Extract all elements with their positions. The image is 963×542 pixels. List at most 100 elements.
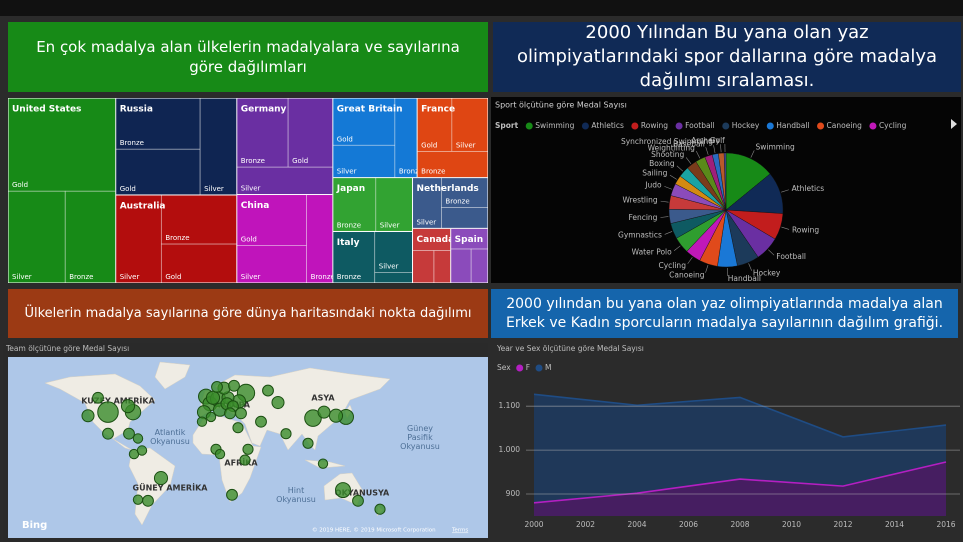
treemap-cell bbox=[374, 231, 413, 273]
bubble bbox=[226, 488, 238, 501]
legend-swatch bbox=[516, 364, 524, 372]
legend-title: Sport bbox=[495, 121, 519, 130]
bubble bbox=[242, 443, 254, 455]
treemap-cell bbox=[412, 250, 435, 283]
pie-slice bbox=[723, 152, 727, 211]
treemap-cell bbox=[332, 177, 377, 232]
treemap-cell-label: Silver bbox=[379, 262, 399, 270]
legend-label: Athletics bbox=[591, 121, 624, 130]
legend-label: Canoeing bbox=[827, 121, 863, 130]
bubble bbox=[92, 391, 104, 404]
treemap-cell-label: Gold bbox=[292, 157, 308, 165]
treemap-cell bbox=[470, 248, 488, 283]
continent-label: GÜNEY AMERİKA bbox=[133, 483, 209, 493]
slice-label: Hockey bbox=[753, 269, 781, 278]
treemap-cell-label: Bronze bbox=[399, 168, 423, 176]
leader-line bbox=[720, 144, 722, 153]
pie-slice bbox=[725, 152, 771, 211]
leader-line bbox=[669, 174, 677, 180]
treemap-cell bbox=[394, 98, 418, 178]
bubble bbox=[97, 401, 119, 423]
leader-line bbox=[695, 150, 701, 159]
bubble bbox=[232, 422, 244, 434]
treemap-country-label: Russia bbox=[120, 105, 153, 115]
y-tick-label: 1.000 bbox=[499, 445, 521, 454]
top-bar bbox=[0, 0, 963, 16]
map-logo: Bing bbox=[22, 520, 47, 531]
legend-label: Rowing bbox=[641, 121, 668, 130]
legend-label: Cycling bbox=[879, 121, 907, 130]
slice-label: Boxing bbox=[649, 159, 675, 168]
slice-label: Sailing bbox=[642, 169, 667, 178]
bubble bbox=[132, 494, 144, 505]
leader-line bbox=[781, 189, 789, 193]
treemap-cell-label: Gold bbox=[120, 185, 136, 193]
bubble bbox=[153, 471, 169, 486]
leader-line bbox=[713, 145, 716, 154]
bubble bbox=[262, 384, 274, 397]
leader-line bbox=[687, 257, 693, 264]
leader-line bbox=[664, 231, 673, 235]
slice-label: Archery bbox=[691, 136, 721, 145]
legend-swatch bbox=[581, 122, 589, 130]
slice-label: Wrestling bbox=[622, 196, 657, 205]
slice-label: Fencing bbox=[628, 213, 657, 222]
header: 2000 Yılından Bu yana olan yaz olimpiyat… bbox=[493, 22, 961, 92]
treemap-cell-label: Gold bbox=[421, 141, 437, 149]
chart-title: Year ve Sex ölçütüne göre Medal Sayısı bbox=[496, 344, 644, 353]
slice-label: Swimming bbox=[756, 143, 795, 152]
bubble bbox=[102, 427, 114, 440]
slice-label: Rowing bbox=[792, 225, 819, 234]
x-tick-label: 2006 bbox=[679, 520, 698, 529]
treemap-country-label: France bbox=[421, 105, 455, 115]
treemap-cell bbox=[332, 144, 396, 178]
y-tick-label: 900 bbox=[506, 489, 521, 498]
treemap-cell-label: Bronze bbox=[120, 139, 144, 147]
treemap-cell-label: Silver bbox=[241, 185, 261, 193]
bubble bbox=[328, 408, 344, 423]
bubble bbox=[211, 381, 223, 393]
legend-next-arrow[interactable] bbox=[951, 119, 957, 129]
treemap-country: Gold Silver Bronze France bbox=[417, 98, 488, 178]
bubble bbox=[239, 454, 251, 466]
treemap-cell bbox=[8, 98, 116, 192]
bubble bbox=[280, 428, 292, 440]
legend-label: M bbox=[545, 363, 551, 372]
legend-swatch bbox=[766, 122, 774, 130]
legend-swatch bbox=[675, 122, 683, 130]
legend-swatch bbox=[631, 122, 639, 130]
treemap-cell-label: Silver bbox=[120, 273, 140, 281]
slice-label: Handball bbox=[728, 274, 761, 283]
legend-swatch bbox=[817, 122, 825, 130]
leader-line bbox=[660, 200, 669, 203]
treemap-cell bbox=[199, 98, 237, 195]
slice-label: Athletics bbox=[792, 184, 825, 193]
chart-title: Team ölçütüne göre Medal Sayısı bbox=[5, 344, 129, 353]
bubble bbox=[196, 416, 208, 427]
x-tick-label: 2004 bbox=[627, 520, 646, 529]
treemap-country: Silver Bronze Netherlands bbox=[412, 177, 489, 229]
series-area bbox=[534, 461, 946, 516]
continent-label: OKYANUSYA bbox=[335, 489, 390, 498]
treemap-country-label: Italy bbox=[337, 238, 360, 248]
bubble bbox=[142, 494, 154, 507]
leader-line bbox=[673, 245, 681, 251]
legend-label: Hockey bbox=[732, 121, 760, 130]
bubble bbox=[352, 494, 364, 507]
treemap-cell bbox=[374, 272, 413, 283]
treemap-cell-label: Silver bbox=[204, 185, 224, 193]
treemap-cell-label: Gold bbox=[241, 235, 257, 243]
treemap-cell bbox=[160, 243, 237, 283]
leader-line bbox=[750, 150, 755, 158]
x-tick-label: 2014 bbox=[885, 520, 904, 529]
treemap-cell-label: Bronze bbox=[421, 168, 445, 176]
y-tick-label: 1.100 bbox=[499, 401, 521, 410]
x-tick-label: 2016 bbox=[936, 520, 955, 529]
treemap-cell bbox=[450, 248, 472, 283]
header: 2000 yılından bu yana olan yaz olimpiyat… bbox=[491, 289, 958, 338]
slice-label: Synchronized Swimming bbox=[621, 137, 713, 146]
treemap-country-label: Great Britain bbox=[337, 105, 403, 115]
treemap-cell-label: Silver bbox=[337, 168, 357, 176]
